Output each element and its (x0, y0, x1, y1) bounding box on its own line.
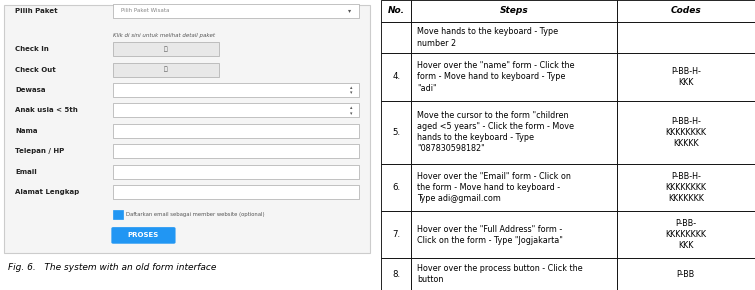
Text: 📅: 📅 (165, 67, 168, 72)
Text: Pilih Paket: Pilih Paket (15, 8, 57, 14)
Text: Hover over the "name" form - Click the
form - Move hand to keyboard - Type
"adi": Hover over the "name" form - Click the f… (417, 61, 575, 93)
Text: P-BB-H-
KKK: P-BB-H- KKK (671, 67, 701, 87)
Text: Hover over the "Full Address" form -
Click on the form - Type "Jogjakarta": Hover over the "Full Address" form - Cli… (417, 225, 562, 245)
Bar (617, 211, 755, 258)
Bar (617, 258, 755, 290)
Text: P-BB: P-BB (676, 270, 695, 279)
Text: Anak usia < 5th: Anak usia < 5th (15, 107, 78, 113)
Text: Fig. 6.   The system with an old form interface: Fig. 6. The system with an old form inte… (8, 263, 216, 272)
Text: Hover over the "Email" form - Click on
the form - Move hand to keyboard -
Type a: Hover over the "Email" form - Click on t… (417, 172, 571, 203)
Bar (617, 164, 755, 211)
FancyBboxPatch shape (113, 4, 359, 18)
Bar (381, 0, 411, 22)
Text: Klik di sini untuk melihat detail paket: Klik di sini untuk melihat detail paket (113, 33, 215, 38)
Bar (411, 211, 617, 258)
FancyBboxPatch shape (112, 227, 175, 244)
Text: Dewasa: Dewasa (15, 87, 45, 93)
FancyBboxPatch shape (113, 124, 359, 138)
Text: Hover over the process button - Click the
button: Hover over the process button - Click th… (417, 264, 582, 284)
Bar (617, 22, 755, 53)
FancyBboxPatch shape (113, 165, 359, 179)
Text: Telepan / HP: Telepan / HP (15, 148, 64, 154)
Text: Move the cursor to the form "children
aged <5 years" - Click the form - Move
han: Move the cursor to the form "children ag… (417, 111, 574, 153)
Text: ▴: ▴ (350, 85, 353, 90)
FancyBboxPatch shape (113, 63, 219, 77)
Text: ▴: ▴ (350, 105, 353, 110)
Text: ▾: ▾ (350, 90, 353, 95)
FancyBboxPatch shape (113, 210, 122, 220)
Bar (381, 164, 411, 211)
Bar (617, 53, 755, 101)
Text: Check In: Check In (15, 46, 49, 52)
FancyBboxPatch shape (113, 83, 359, 97)
Text: Codes: Codes (670, 6, 701, 15)
Bar (381, 258, 411, 290)
Text: Nama: Nama (15, 128, 38, 134)
Bar (381, 53, 411, 101)
Text: 📅: 📅 (165, 46, 168, 52)
Text: P-BB-
KKKKKKKK
KKK: P-BB- KKKKKKKK KKK (665, 219, 707, 250)
Bar (411, 22, 617, 53)
Bar (411, 101, 617, 164)
Bar (381, 211, 411, 258)
Text: Daftarkan email sebagai member website (optional): Daftarkan email sebagai member website (… (127, 212, 265, 217)
Bar (381, 101, 411, 164)
Text: Move hands to the keyboard - Type
number 2: Move hands to the keyboard - Type number… (417, 28, 558, 48)
Text: Alamat Lengkap: Alamat Lengkap (15, 189, 79, 195)
Text: ▾: ▾ (348, 8, 351, 13)
FancyBboxPatch shape (4, 5, 370, 253)
Text: Email: Email (15, 168, 37, 175)
Bar (411, 164, 617, 211)
Text: 5.: 5. (392, 128, 400, 137)
Text: PROSES: PROSES (128, 232, 159, 238)
Bar (617, 0, 755, 22)
Text: ▾: ▾ (350, 111, 353, 116)
Text: 8.: 8. (392, 270, 400, 279)
Text: 6.: 6. (392, 183, 400, 192)
Bar (411, 53, 617, 101)
Text: P-BB-H-
KKKKKKKK
KKKKK: P-BB-H- KKKKKKKK KKKKK (665, 117, 707, 148)
FancyBboxPatch shape (113, 185, 359, 199)
Bar (617, 101, 755, 164)
Text: 7.: 7. (392, 230, 400, 239)
Bar (411, 0, 617, 22)
FancyBboxPatch shape (113, 103, 359, 117)
FancyBboxPatch shape (113, 144, 359, 158)
Text: Check Out: Check Out (15, 66, 56, 72)
Text: No.: No. (388, 6, 405, 15)
Text: Pilih Paket Wisata: Pilih Paket Wisata (121, 8, 169, 13)
Text: Steps: Steps (500, 6, 528, 15)
Bar (411, 258, 617, 290)
Text: P-BB-H-
KKKKKKKK
KKKKKKK: P-BB-H- KKKKKKKK KKKKKKK (665, 172, 707, 203)
Text: 4.: 4. (392, 72, 400, 81)
FancyBboxPatch shape (113, 42, 219, 56)
Bar (381, 22, 411, 53)
